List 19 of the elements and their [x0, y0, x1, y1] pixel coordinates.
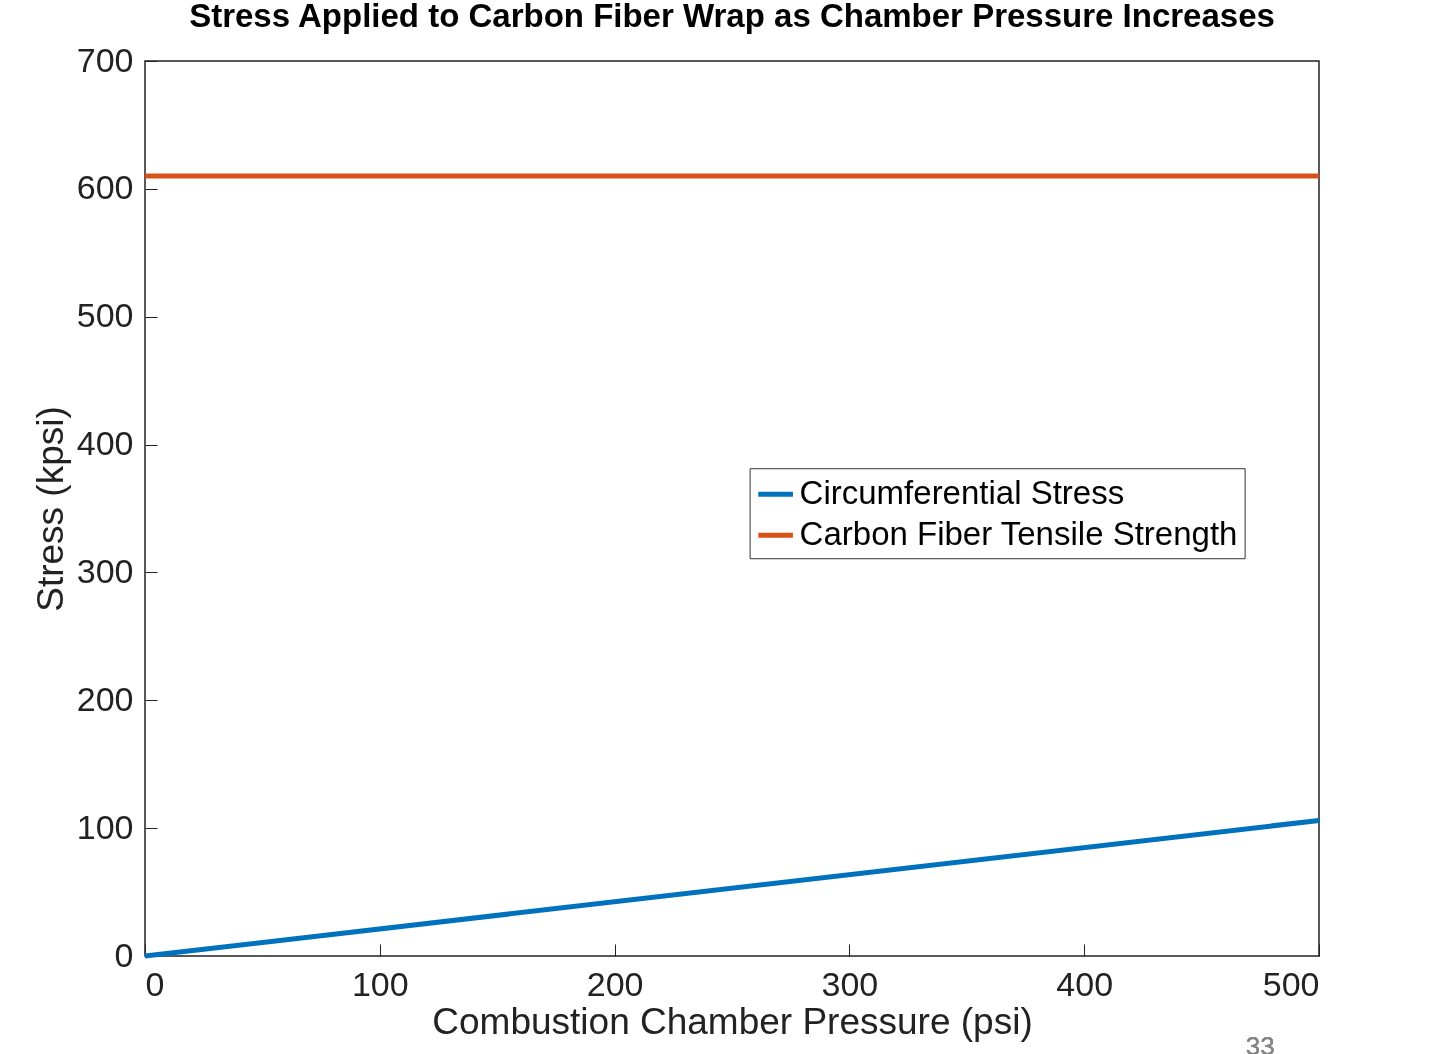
- y-tick-label: 0: [114, 935, 134, 974]
- y-tick-label: 100: [76, 807, 134, 846]
- legend-label: Carbon Fiber Tensile Strength: [799, 515, 1238, 553]
- legend-label: Circumferential Stress: [799, 474, 1125, 512]
- y-tick-label: 700: [76, 40, 134, 79]
- x-tick-label: 300: [821, 964, 879, 1003]
- x-tick-label: 100: [351, 964, 409, 1003]
- x-tick-label: 400: [1056, 964, 1114, 1003]
- chart-title: Stress Applied to Carbon Fiber Wrap as Chamber Pressure Increases: [189, 0, 1275, 34]
- x-tick-label: 0: [145, 964, 165, 1003]
- x-tick-label: 200: [586, 964, 644, 1003]
- y-tick-label: 400: [76, 424, 134, 463]
- y-tick-label: 200: [76, 679, 134, 718]
- y-tick-label: 300: [76, 551, 134, 590]
- x-axis-title: Combustion Chamber Pressure (psi): [432, 1000, 1033, 1042]
- y-tick-label: 500: [76, 296, 134, 335]
- y-axis-title: Stress (kpsi): [29, 406, 71, 612]
- x-tick-label: 500: [1262, 964, 1320, 1003]
- y-tick-label: 600: [76, 168, 134, 207]
